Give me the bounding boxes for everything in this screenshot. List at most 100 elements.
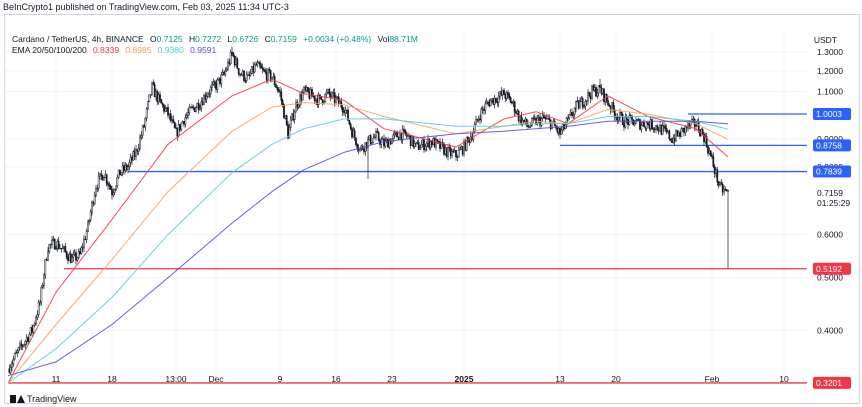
candle-up [241,70,244,76]
candle-down [172,119,175,123]
high-value: 0.7272 [195,34,222,44]
y-tick-label: 1.1000 [817,87,843,97]
symbol-name[interactable]: Cardano / TetherUS, 4h, BINANCE [12,34,144,44]
candle-down [292,113,295,120]
candle-down [100,173,103,176]
level-badge-1.0003 [813,108,851,121]
candle-down [143,125,145,128]
candle-up [11,363,13,368]
candle-down [219,77,221,84]
candle-up [485,101,488,105]
candle-down [543,115,545,119]
candle-down [243,70,245,81]
candle-up [63,246,65,249]
candle-up [104,174,107,178]
candle-down [404,129,407,135]
candle-up [267,69,269,81]
candle-up [601,88,604,94]
candle-up [565,118,568,126]
candle-up [636,119,639,121]
candle-up [689,121,692,127]
candle-up [129,157,132,163]
candle-down [20,343,23,346]
candle-up [336,96,339,99]
candle-up [36,314,39,319]
candle-up [475,118,477,125]
candle-down [548,118,551,121]
candle-down [264,70,267,73]
candle-down [616,116,619,121]
candle-up [435,139,437,148]
candle-down [664,126,667,129]
candle-down [244,80,247,82]
candle-down [631,115,633,120]
candle-up [245,74,248,81]
candle-up [359,148,361,151]
x-tick-label: 20 [611,374,621,384]
candle-up [91,201,93,213]
candle-up [293,111,296,120]
ohlc-low: L0.6726 [228,34,259,44]
candle-down [639,119,641,130]
candle-up [199,107,201,110]
level-badge-label: 0.5192 [816,264,842,274]
candle-up [655,125,657,130]
candle-up [352,130,355,138]
candle-up [23,344,25,347]
candle-down [612,102,615,110]
price-chart[interactable]: 1.30001.20001.10000.90000.80000.60000.50… [5,15,861,405]
ema-label[interactable]: EMA 20/50/100/200 [12,45,87,55]
candle-down [660,124,663,135]
candle-down [69,253,72,263]
level-badge-label: 0.7839 [816,167,842,177]
y-tick-label: 0.4000 [817,325,843,335]
candle-down [476,118,479,121]
candle-up [569,112,572,115]
candle-down [656,125,659,130]
candle-up [547,118,549,120]
x-tick-label: Feb [705,374,720,384]
candle-down [671,139,673,143]
candle-down [111,189,113,196]
candle-up [593,87,596,91]
candle-up [165,107,168,109]
candle-down [707,146,709,154]
candle-up [48,244,51,253]
candle-down [679,132,681,137]
candle-up [440,142,443,149]
candle-up [99,173,101,177]
candle-down [417,141,420,150]
candle-down [60,247,63,250]
candle-down [709,150,712,156]
candle-up [148,94,151,102]
chart-frame[interactable]: 1.30001.20001.10000.90000.80000.60000.50… [4,14,860,404]
candle-down [663,125,665,128]
candle-down [156,90,159,103]
candle-up [37,302,40,315]
candle-up [196,102,199,108]
candle-down [571,112,573,117]
candle-down [627,119,629,126]
candle-down [724,189,727,191]
candle-down [693,118,696,127]
candle-down [727,190,729,192]
candle-down [400,132,403,141]
candle-up [32,325,35,333]
candle-down [369,135,372,145]
candle-down [676,130,679,136]
candle-down [333,92,336,103]
candle-up [317,94,320,105]
candle-up [208,93,211,95]
ema-line-1 [7,102,729,384]
ema-line-0 [7,78,729,384]
candle-down [8,368,11,373]
candle-down [445,147,448,157]
candle-up [309,89,312,99]
candle-up [459,148,461,151]
candle-down [193,107,196,112]
candle-up [493,97,496,105]
price-unit[interactable]: USDT [813,35,837,45]
footer-brand[interactable]: TradingView [10,394,77,404]
candle-up [567,117,569,119]
candle-up [184,117,187,125]
